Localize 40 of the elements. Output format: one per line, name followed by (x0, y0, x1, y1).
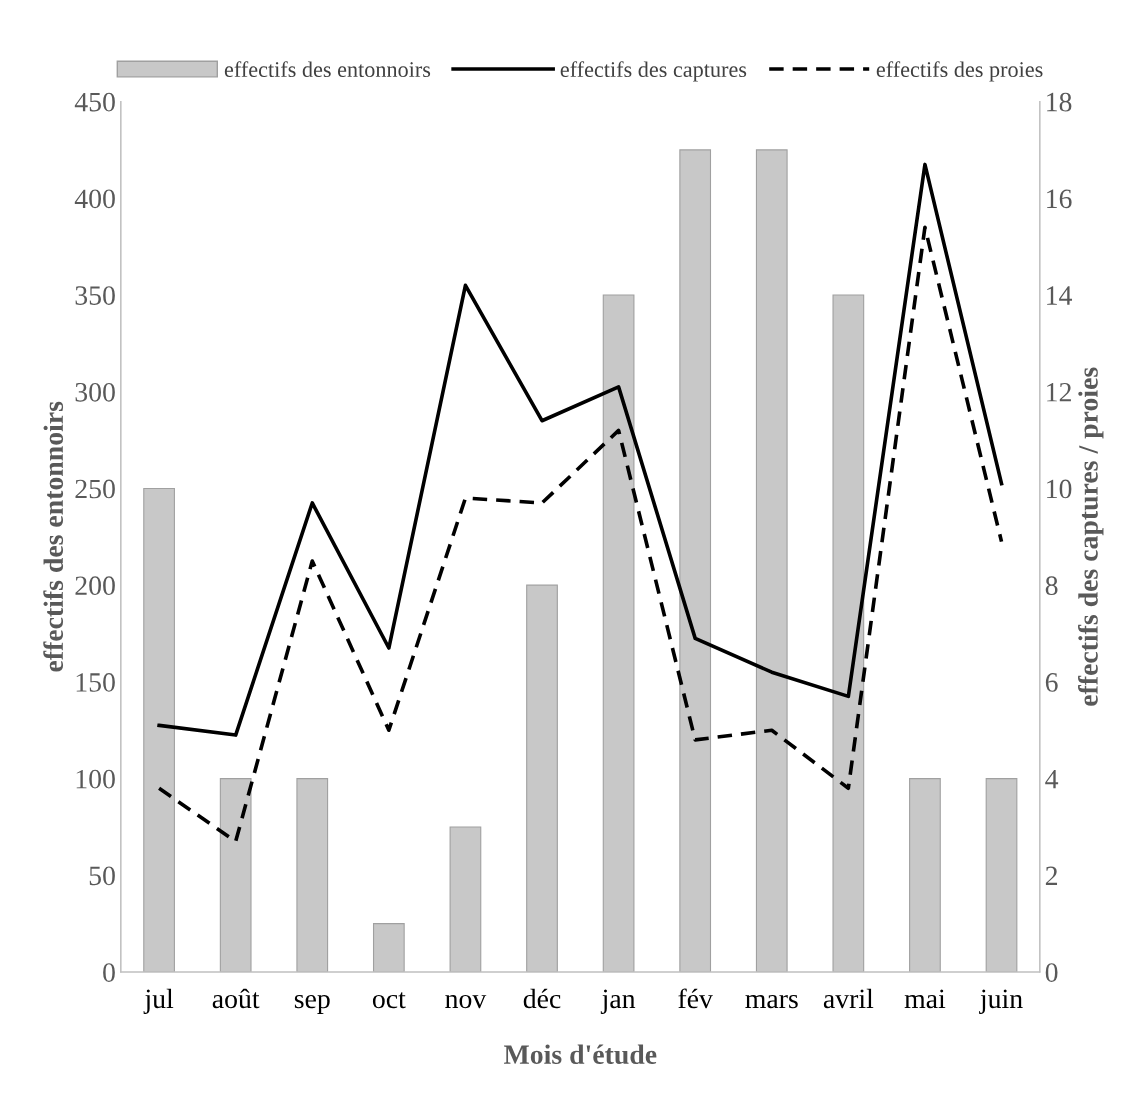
x-tick-label: fév (678, 988, 713, 1009)
legend-label: effectifs des captures (560, 61, 747, 82)
x-axis-title: Mois d'étude (504, 1044, 657, 1065)
x-tick-label: août (212, 988, 260, 1009)
y-tick-label: 250 (75, 479, 115, 499)
y-tick-label: 450 (74, 92, 115, 112)
y-tick-label: 350 (75, 286, 115, 305)
x-tick-label: mars (745, 994, 798, 1009)
x-tick-label: sep (294, 994, 330, 1014)
y2-tick-label: 14 (1047, 286, 1073, 305)
legend-label: effectifs des entonnoirs (224, 61, 431, 78)
line-series (157, 225, 1004, 844)
y-axis-title: effectifs des entonnoirs (43, 401, 64, 672)
x-tick-label: juin (979, 989, 1023, 1014)
y2-tick-label: 2 (1045, 866, 1058, 885)
x-tick-label: oct (372, 992, 406, 1009)
y-tick-label: 0 (103, 963, 115, 982)
x-tick-label: déc (523, 988, 561, 1009)
line-series (157, 162, 1004, 737)
y2-tick-label: 10 (1047, 479, 1072, 499)
y-tick-label: 200 (75, 576, 115, 596)
x-tick-label: nov (445, 994, 487, 1009)
y2-axis-title: effectifs des captures / proies (1078, 367, 1104, 706)
y2-tick-label: 8 (1045, 576, 1058, 596)
y-tick-label: 400 (74, 189, 115, 209)
y2-tick-label: 18 (1047, 92, 1072, 112)
x-tick-label: avril (823, 988, 874, 1009)
y2-tick-label: 12 (1047, 382, 1071, 402)
y-tick-label: 100 (76, 769, 115, 789)
x-tick-label: jan (600, 989, 636, 1014)
legend-label: effectifs des proies (876, 61, 1043, 82)
y2-tick-label: 16 (1047, 189, 1072, 209)
x-tick-label: jul (143, 988, 174, 1014)
y-tick-label: 150 (76, 673, 115, 692)
y2-tick-label: 0 (1045, 963, 1058, 982)
y-tick-label: 300 (75, 382, 115, 402)
y2-tick-label: 6 (1045, 673, 1058, 692)
x-tick-label: mai (904, 989, 946, 1009)
y2-tick-label: 4 (1045, 769, 1059, 789)
y-tick-label: 50 (89, 866, 115, 886)
